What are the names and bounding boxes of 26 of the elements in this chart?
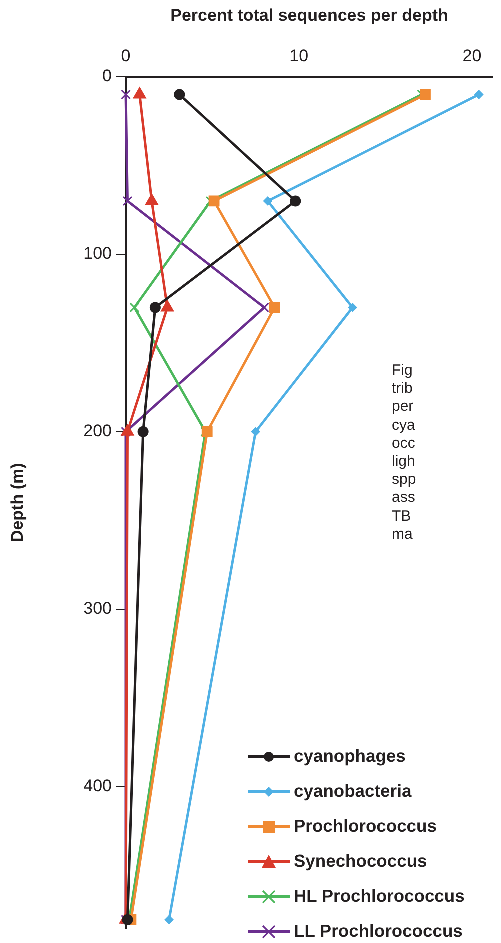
y-tick-label: 300: [84, 599, 112, 618]
annotation: per: [392, 398, 414, 416]
annotation: ligh: [392, 453, 416, 470]
annotation: cya: [392, 416, 416, 434]
y-axis-title: Depth (m): [8, 463, 27, 543]
legend-label: Prochlorococcus: [294, 816, 437, 837]
legend-label: cyanophages: [294, 746, 406, 767]
x-tick-label: 10: [290, 46, 309, 66]
annotation: spp: [392, 471, 416, 488]
x-tick-label: 0: [121, 46, 131, 66]
annotation: ma: [392, 526, 413, 543]
legend-label: cyanobacteria: [294, 781, 412, 802]
y-tick-label: 100: [84, 244, 112, 264]
legend-label: Synechococcus: [294, 851, 428, 872]
annotation: occ: [392, 434, 416, 452]
annotation: TB: [392, 508, 412, 525]
y-tick-label: 0: [102, 66, 112, 86]
y-tick-label: 400: [84, 776, 112, 796]
x-axis-title: Percent total sequences per depth: [170, 6, 448, 25]
legend-label: LL Prochlorococcus: [294, 921, 463, 942]
annotation: Fig: [392, 362, 413, 379]
x-tick-label: 20: [462, 46, 482, 66]
y-tick-label: 200: [84, 422, 112, 441]
annotation: ass: [392, 489, 416, 506]
legend-label: HL Prochlorococcus: [294, 886, 465, 907]
annotation: trib: [392, 380, 413, 398]
